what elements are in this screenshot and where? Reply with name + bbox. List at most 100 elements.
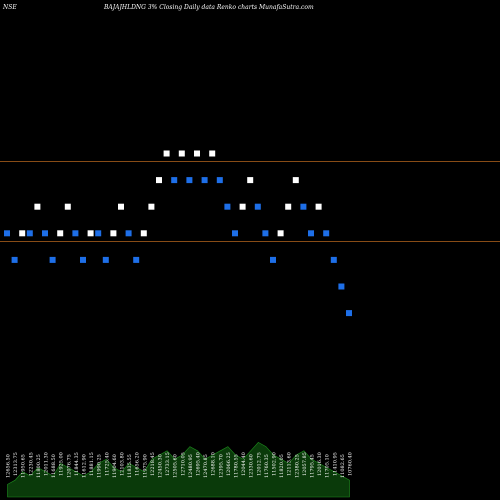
volume-label: 11904.60	[112, 454, 118, 478]
renko-brick	[232, 230, 238, 237]
renko-brick	[308, 230, 314, 237]
volume-label: 11780.55	[234, 454, 240, 478]
volume-area	[7, 442, 350, 498]
renko-brick	[87, 230, 94, 237]
renko-brick	[338, 283, 345, 290]
volume-label: 12330.60	[249, 454, 255, 478]
renko-brick	[171, 177, 178, 184]
chart-title: BAJAJHLDNG 3% Closing Daily data Renko c…	[103, 4, 314, 11]
volume-label: 12688.10	[211, 452, 217, 476]
renko-brick	[239, 203, 246, 210]
volume-label: 12733.15	[165, 452, 171, 476]
volume-label: 12044.40	[241, 452, 247, 476]
reference-lines	[0, 161, 500, 242]
renko-brick	[178, 150, 185, 157]
volume-fill	[7, 442, 350, 498]
renko-bricks	[4, 150, 352, 317]
renko-brick	[262, 230, 269, 237]
volume-label: 11881.15	[89, 452, 95, 476]
volume-label: 12230.45	[28, 452, 34, 476]
volume-label: 11800.25	[36, 454, 42, 478]
renko-brick	[4, 230, 10, 237]
volume-label: 11656.20	[135, 452, 141, 476]
volume-label: 12057.85	[302, 452, 308, 476]
volume-label: 12218.45	[150, 452, 156, 476]
volume-label: 11990.25	[97, 454, 103, 478]
renko-brick	[118, 203, 124, 210]
volume-label: 12505.60	[173, 454, 179, 478]
renko-brick	[57, 230, 64, 237]
renko-brick	[194, 150, 200, 157]
volume-label: 11844.35	[74, 452, 80, 476]
renko-brick	[270, 256, 276, 263]
volume-label: 12450.30	[158, 454, 164, 478]
volume-label: 11725.40	[104, 452, 110, 476]
renko-brick	[148, 203, 155, 210]
renko-brick	[330, 256, 337, 263]
volume-label: 11082.65	[340, 454, 346, 478]
renko-brick	[140, 230, 147, 237]
volume-label: 12113.60	[287, 452, 293, 476]
volume-label: 12480.95	[188, 454, 194, 478]
renko-brick	[315, 203, 322, 210]
renko-brick	[186, 177, 193, 184]
renko-brick	[201, 177, 208, 184]
volume-label: 12470.85	[203, 454, 209, 478]
renko-brick	[26, 230, 33, 237]
volume-label: 11925.00	[59, 452, 65, 476]
volume-label: 12710.05	[180, 452, 186, 476]
volume-label: 11820.05	[279, 454, 285, 478]
volume-label: 11612.90	[82, 454, 88, 478]
renko-brick	[125, 230, 132, 237]
volume-label: 12380.25	[294, 454, 300, 478]
volume-label: 12313.75	[13, 452, 19, 476]
renko-brick	[285, 203, 292, 210]
renko-brick	[11, 256, 18, 263]
renko-brick	[247, 177, 254, 184]
volume-label: 11950.65	[21, 454, 27, 478]
renko-brick	[42, 230, 48, 237]
renko-brick	[64, 203, 71, 210]
volume-label: 11502.90	[272, 452, 278, 476]
volume-label: 12076.75	[66, 454, 72, 478]
volume-label: 12395.70	[218, 454, 224, 478]
renko-brick	[254, 203, 261, 210]
volume-label: 11760.35	[264, 454, 270, 478]
volume-label: 12695.40	[196, 452, 202, 476]
volume-label: 12103.80	[120, 452, 126, 476]
renko-brick	[80, 256, 86, 263]
exchange-label: NSE	[2, 4, 17, 11]
renko-brick	[163, 150, 170, 157]
volume-label: 10760.40	[348, 452, 354, 476]
renko-brick	[323, 230, 330, 237]
renko-brick	[346, 310, 352, 317]
volume-label: 12656.50	[6, 454, 12, 478]
renko-brick	[110, 230, 117, 237]
renko-brick	[216, 177, 223, 184]
volume-label: 11975.90	[142, 454, 148, 478]
volume-label: 12066.25	[226, 452, 232, 476]
renko-brick	[156, 177, 162, 184]
volume-label: 11835.55	[127, 454, 133, 478]
renko-brick	[277, 230, 284, 237]
volume-labels: 12656.50 12313.75 11950.65 12230.45 11800.25…	[6, 452, 354, 478]
renko-brick	[209, 150, 216, 157]
volume-label: 11688.50	[51, 454, 57, 478]
renko-brick	[49, 256, 56, 263]
volume-label: 12016.30	[317, 452, 323, 476]
renko-brick	[19, 230, 26, 237]
renko-brick	[95, 230, 102, 237]
volume-label: 12011.30	[44, 452, 50, 476]
renko-brick	[133, 256, 140, 263]
renko-brick	[292, 177, 299, 184]
volume-label: 12012.75	[256, 452, 262, 476]
renko-brick	[102, 256, 109, 263]
volume-label: 11705.10	[325, 454, 331, 478]
renko-brick	[34, 203, 41, 210]
volume-label: 11795.45	[310, 454, 316, 478]
renko-brick	[72, 230, 79, 237]
renko-brick	[300, 203, 307, 210]
renko-brick	[224, 203, 231, 210]
